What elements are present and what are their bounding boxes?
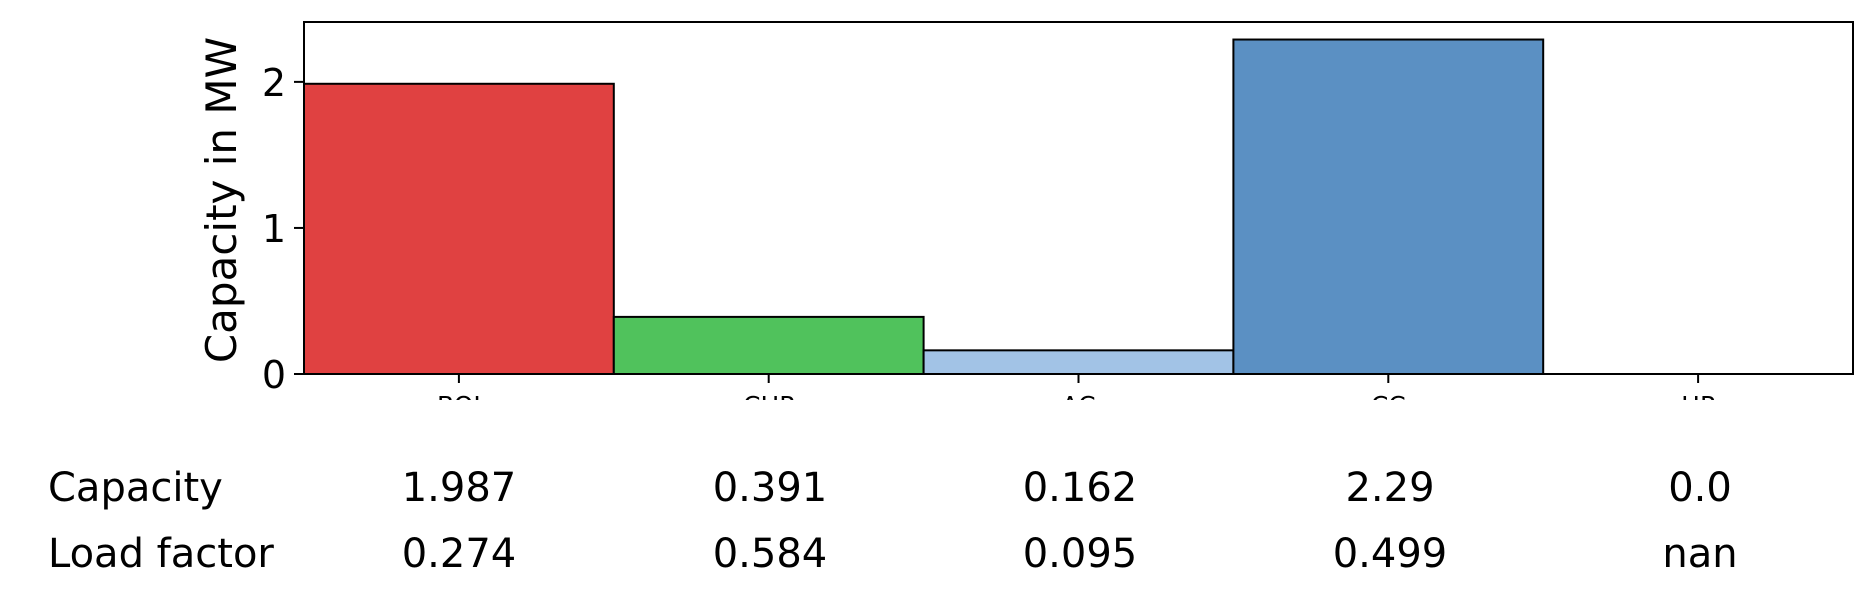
capacity-bar-chart: 0 1 2 BOI CHP AC CC HP Capacity in MW xyxy=(197,21,1854,400)
bars-group xyxy=(303,38,1545,376)
bar-cc xyxy=(1232,38,1545,375)
table-cell: 0.391 xyxy=(712,465,828,511)
table-cell: nan xyxy=(1662,531,1738,577)
y-axis: 0 1 2 xyxy=(262,61,304,397)
bar-ac xyxy=(922,349,1235,376)
y-axis-label: Capacity in MW xyxy=(197,37,246,363)
x-tick-label-cc: CC xyxy=(1371,391,1406,400)
y-tick-label: 1 xyxy=(262,207,286,251)
y-tick-label: 0 xyxy=(262,353,286,397)
x-tick-label-boi: BOI xyxy=(437,391,481,400)
table-row-capacity: Capacity 1.987 0.391 0.162 2.29 0.0 xyxy=(0,460,1876,516)
row-label: Capacity xyxy=(48,465,223,511)
table-cell: 0.584 xyxy=(712,531,828,577)
row-label: Load factor xyxy=(48,531,274,577)
bar-boi xyxy=(303,82,615,376)
table-cell: 0.274 xyxy=(401,531,517,577)
y-tick-label: 2 xyxy=(262,61,286,105)
table-cell: 0.0 xyxy=(1668,465,1732,511)
x-axis: BOI CHP AC CC HP xyxy=(437,374,1715,400)
table-cell: 0.095 xyxy=(1022,531,1138,577)
x-tick-label-hp: HP xyxy=(1681,391,1715,400)
table-row-load-factor: Load factor 0.274 0.584 0.095 0.499 nan xyxy=(0,526,1876,582)
table-cell: 0.499 xyxy=(1332,531,1448,577)
x-tick-label-chp: CHP xyxy=(743,391,794,400)
bar-chp xyxy=(612,315,925,376)
x-tick-label-ac: AC xyxy=(1061,391,1095,400)
table-cell: 1.987 xyxy=(401,465,517,511)
table-cell: 2.29 xyxy=(1345,465,1435,511)
table-cell: 0.162 xyxy=(1022,465,1138,511)
